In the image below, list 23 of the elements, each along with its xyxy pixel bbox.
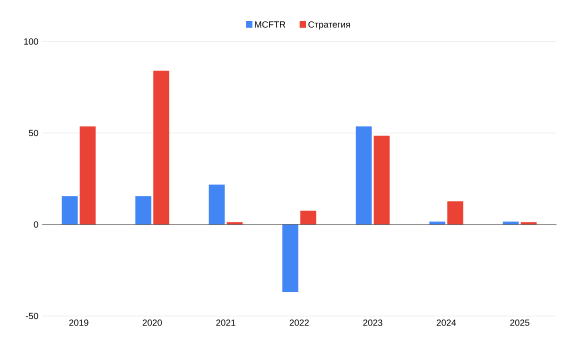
bar [300,210,316,224]
bar [135,196,152,224]
bar [374,136,390,224]
x-tick-label: 2023 [363,320,382,326]
bar [356,126,372,224]
x-tick-label: 2019 [69,320,88,326]
legend-label: Стратегия [308,21,350,30]
bar [153,70,170,224]
bar [447,201,464,224]
legend-label: MCFTR [255,21,286,28]
x-tick-label: 2020 [142,320,162,326]
y-tick-label: 0 [34,221,38,228]
y-tick-label: 50 [28,130,38,136]
bar [80,126,96,224]
bar [282,224,298,292]
y-tick-label: -50 [26,312,38,320]
x-tick-label: 2024 [436,320,456,326]
x-tick-label: 2021 [216,320,236,326]
bar [62,196,78,224]
x-tick-label: 2022 [290,320,309,326]
y-tick-label: 100 [24,38,38,45]
bar [208,184,225,224]
x-tick-label: 2025 [510,320,530,326]
